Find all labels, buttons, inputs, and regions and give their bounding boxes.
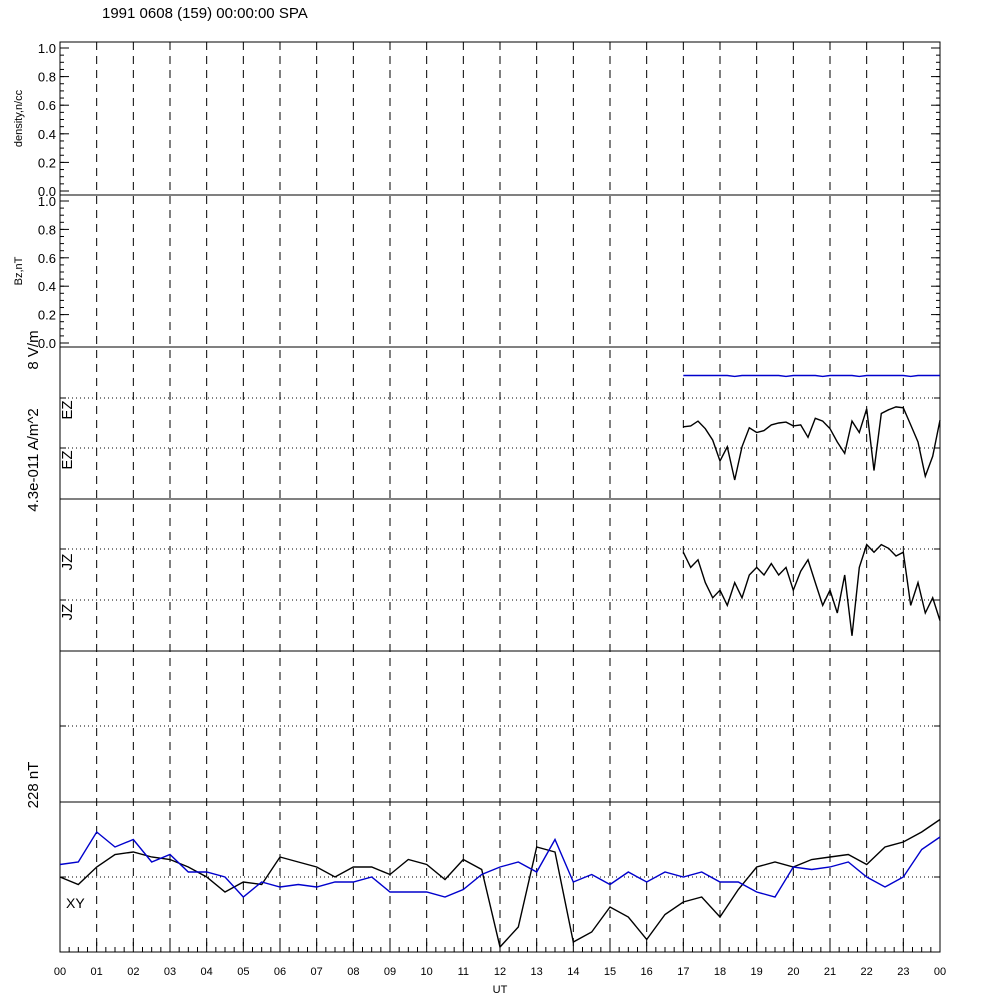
ez-blue-trace — [683, 374, 940, 378]
xtick-label: 10 — [421, 966, 433, 978]
xtick-label: 03 — [164, 966, 176, 978]
y-axis-label-jz: 4.3e-011 A/m^2 — [25, 408, 42, 512]
y-axis-label: density,n/cc — [13, 89, 25, 147]
xtick-label: 07 — [311, 966, 323, 978]
ytick-label: 0.4 — [38, 127, 56, 142]
x-axis-label: UT — [493, 984, 508, 996]
xtick-label: 17 — [677, 966, 689, 978]
ytick-label: 0.8 — [38, 222, 56, 237]
xtick-label: 04 — [201, 966, 213, 978]
xtick-label: 02 — [127, 966, 139, 978]
xtick-label: 16 — [641, 966, 653, 978]
xtick-label: 09 — [384, 966, 396, 978]
y-axis-label-b: 228 nT — [25, 762, 42, 809]
y-axis-label-ez: 8 V/m — [25, 330, 42, 369]
xtick-label: 00 — [934, 966, 946, 978]
xtick-label: 08 — [347, 966, 359, 978]
xtick-label: 18 — [714, 966, 726, 978]
trace-label-jz-lower: JZ — [59, 604, 76, 621]
ytick-label: 0.8 — [38, 70, 56, 85]
ytick-label: 0.4 — [38, 279, 56, 294]
xtick-label: 13 — [531, 966, 543, 978]
xtick-label: 01 — [91, 966, 103, 978]
ytick-label: 0.2 — [38, 155, 56, 170]
y-axis-label: Bz,nT — [13, 256, 25, 285]
xtick-label: 06 — [274, 966, 286, 978]
jz-black-trace — [682, 543, 941, 636]
ytick-label: 1.0 — [38, 194, 56, 209]
xtick-label: 05 — [237, 966, 249, 978]
trace-label-ez-upper: EZ — [59, 400, 76, 419]
xtick-label: 22 — [861, 966, 873, 978]
xtick-label: 12 — [494, 966, 506, 978]
b-y-blue-trace — [59, 830, 941, 898]
xtick-label: 23 — [897, 966, 909, 978]
xtick-label: 14 — [567, 966, 579, 978]
ez-black-trace — [683, 406, 941, 481]
ytick-label: 0.6 — [38, 251, 56, 266]
ytick-label: 0.2 — [38, 308, 56, 323]
ytick-label: 1.0 — [38, 41, 56, 56]
trace-label-jz-upper: JZ — [59, 554, 76, 571]
trace-label-ez-lower: EZ — [59, 450, 76, 469]
xtick-label: 11 — [458, 966, 469, 978]
xtick-label: 00 — [54, 966, 66, 978]
xtick-label: 15 — [604, 966, 616, 978]
xtick-label: 21 — [824, 966, 836, 978]
trace-label-xy: XY — [66, 895, 85, 911]
ytick-label: 0.0 — [38, 336, 56, 351]
xtick-label: 19 — [751, 966, 763, 978]
plot-title: 1991 0608 (159) 00:00:00 SPA — [102, 5, 308, 22]
ytick-label: 0.0 — [38, 184, 56, 199]
xtick-label: 20 — [787, 966, 799, 978]
ytick-label: 0.6 — [38, 98, 56, 113]
